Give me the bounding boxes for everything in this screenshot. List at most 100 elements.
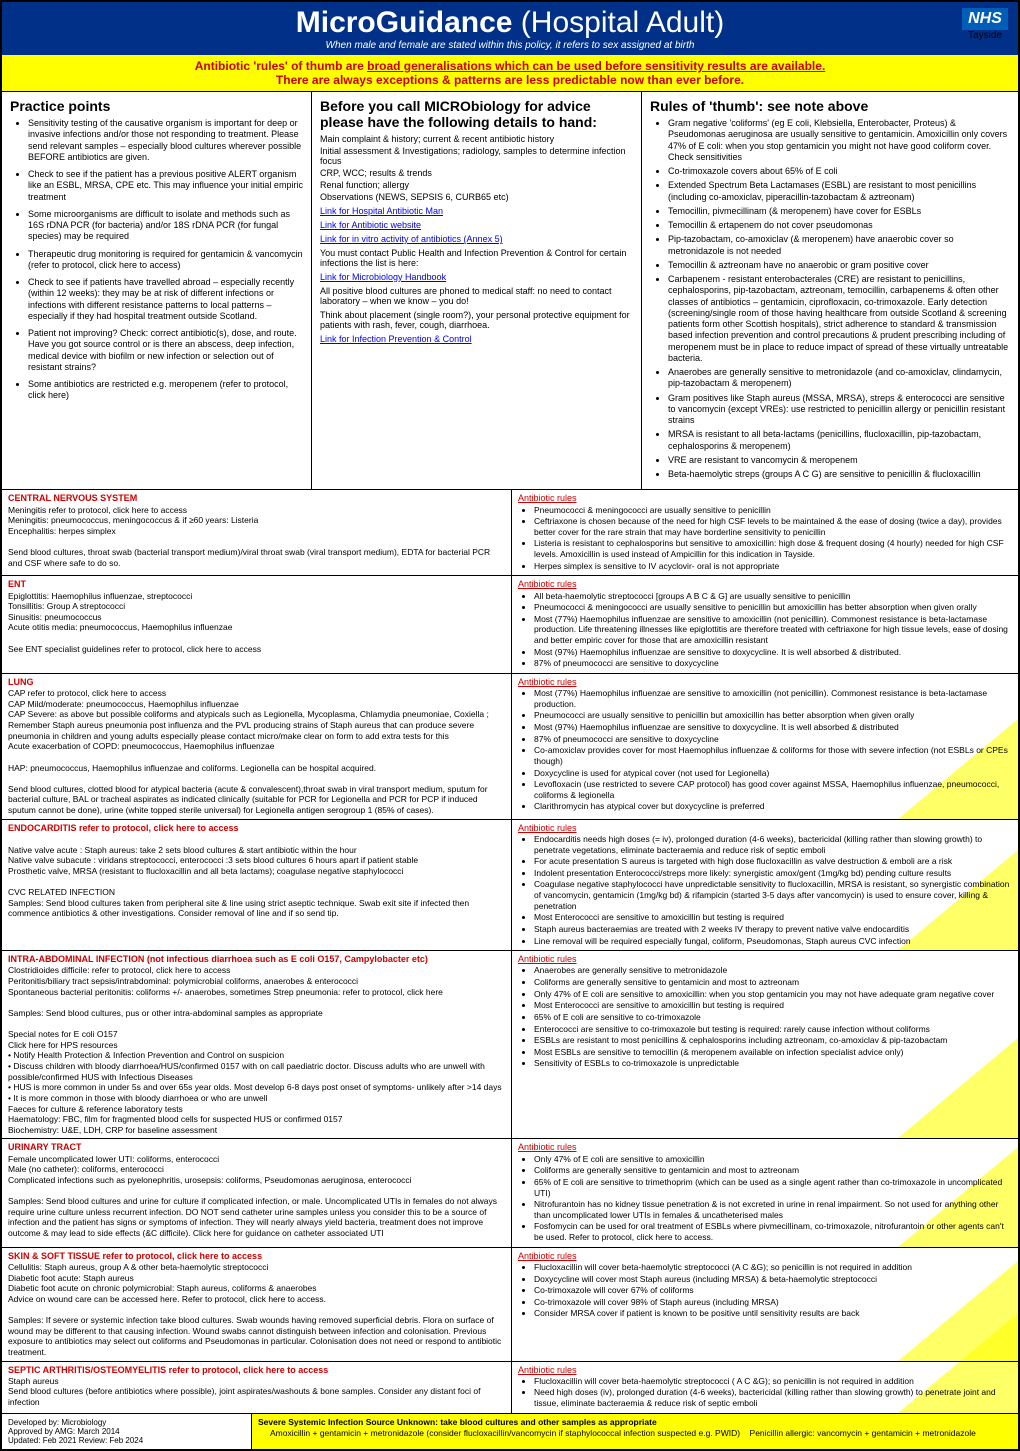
section-left-line: CAP refer to protocol, click here to acc… <box>8 688 505 699</box>
section-right: Antibiotic rulesEndocarditis needs high … <box>512 820 1018 951</box>
practice-point-item: Patient not improving? Check: correct an… <box>28 328 303 373</box>
section-row: CENTRAL NERVOUS SYSTEMMeningitis refer t… <box>2 490 1018 576</box>
col2-after-line[interactable]: Link for Microbiology Handbook <box>320 272 633 282</box>
title-bold: MicroGuidance <box>296 6 513 39</box>
section-left-line: CAP Severe: as above but possible colifo… <box>8 709 505 741</box>
antibiotic-rules-list: Anaerobes are generally sensitive to met… <box>518 965 1012 1069</box>
section-left-head: SKIN & SOFT TISSUE refer to protocol, cl… <box>8 1251 505 1262</box>
section-left-line: Haematology: FBC, film for fragmented bl… <box>8 1114 505 1125</box>
section-left-line <box>8 834 505 845</box>
section-left: ENDOCARDITIS refer to protocol, click he… <box>2 820 512 951</box>
section-row: ENTEpiglottitis: Haemophilus influenzae,… <box>2 576 1018 674</box>
antibiotic-rule-item: All beta-haemolytic streptococci [groups… <box>534 591 1012 602</box>
antibiotic-rule-item: 87% of pneumococci are sensitive to doxy… <box>534 658 1012 669</box>
section-left-line: Special notes for E coli O157 <box>8 1029 505 1040</box>
antibiotic-rules-list: Most (77%) Haemophilus influenzae are se… <box>518 688 1012 812</box>
section-row: INTRA-ABDOMINAL INFECTION (not infectiou… <box>2 951 1018 1139</box>
section-right: Antibiotic rulesFlucloxacillin will cove… <box>512 1362 1018 1413</box>
section-left-head: ENDOCARDITIS refer to protocol, click he… <box>8 823 505 834</box>
resource-link[interactable]: Link for Hospital Antibiotic Man <box>320 206 633 216</box>
col2-line: CRP, WCC; results & trends <box>320 168 633 178</box>
nhs-text: NHS <box>962 8 1008 30</box>
section-left-line: Samples: If severe or systemic infection… <box>8 1315 505 1358</box>
antibiotic-rules-head: Antibiotic rules <box>518 823 1012 834</box>
antibiotic-rules-head: Antibiotic rules <box>518 493 1012 504</box>
rule-item: Anaerobes are generally sensitive to met… <box>668 367 1010 390</box>
antibiotic-rule-item: Fosfomycin can be used for oral treatmen… <box>534 1221 1012 1242</box>
col2-after-line: Think about placement (single room?), yo… <box>320 310 633 330</box>
sections-container: CENTRAL NERVOUS SYSTEMMeningitis refer t… <box>2 490 1018 1413</box>
antibiotic-rule-item: Levofloxacin (use restricted to severe C… <box>534 779 1012 800</box>
practice-points-col: Practice points Sensitivity testing of t… <box>2 92 312 489</box>
antibiotic-rule-item: Only 47% of E coli are sensitive to amox… <box>534 1154 1012 1165</box>
antibiotic-rule-item: Most (97%) Haemophilus influenzae are se… <box>534 722 1012 733</box>
section-right: Antibiotic rulesOnly 47% of E coli are s… <box>512 1139 1018 1246</box>
antibiotic-rules-head: Antibiotic rules <box>518 1251 1012 1262</box>
section-row: SKIN & SOFT TISSUE refer to protocol, cl… <box>2 1248 1018 1362</box>
section-left-line: Diabetic foot acute: Staph aureus <box>8 1273 505 1284</box>
col3-list: Gram negative 'coliforms' (eg E coli, Kl… <box>650 118 1010 480</box>
antibiotic-rule-item: Enterococci are sensitive to co-trimoxaz… <box>534 1024 1012 1035</box>
col2-after-line: You must contact Public Health and Infec… <box>320 248 633 268</box>
section-left-line: Send blood cultures, throat swab (bacter… <box>8 547 505 568</box>
antibiotic-rule-item: ESBLs are resistant to most penicillins … <box>534 1035 1012 1046</box>
antibiotic-rules-head: Antibiotic rules <box>518 1365 1012 1376</box>
rules-col: Rules of 'thumb': see note above Gram ne… <box>642 92 1018 489</box>
col2-heading: Before you call MICRObiology for advice … <box>320 98 633 130</box>
col1-list: Sensitivity testing of the causative org… <box>10 118 303 402</box>
antibiotic-rules-head: Antibiotic rules <box>518 579 1012 590</box>
title-light: (Hospital Adult) <box>512 6 724 39</box>
section-left-line: • Notify Health Protection & Infection P… <box>8 1050 505 1061</box>
col2-after-line: All positive blood cultures are phoned t… <box>320 286 633 306</box>
col2-after-line[interactable]: Link for Infection Prevention & Control <box>320 334 633 344</box>
before-call-col: Before you call MICRObiology for advice … <box>312 92 642 489</box>
section-left-line <box>8 752 505 763</box>
section-left-head: URINARY TRACT <box>8 1142 505 1153</box>
banner-l1a: Antibiotic 'rules' of thumb are <box>195 59 367 73</box>
section-left-line: Faeces for culture & reference laborator… <box>8 1104 505 1115</box>
resource-link[interactable]: Link for in vitro activity of antibiotic… <box>320 234 633 244</box>
dev-by: Developed by: Microbiology <box>8 1418 245 1427</box>
section-right: Antibiotic rulesMost (77%) Haemophilus i… <box>512 674 1018 819</box>
antibiotic-rule-item: Only 47% of E coli are sensitive to amox… <box>534 989 1012 1000</box>
antibiotic-rule-item: Coliforms are generally sensitive to gen… <box>534 977 1012 988</box>
section-left-line: Female uncomplicated lower UTI: coliform… <box>8 1154 505 1165</box>
antibiotic-rules-list: Endocarditis needs high doses (= iv), pr… <box>518 834 1012 946</box>
antibiotic-rule-item: Anaerobes are generally sensitive to met… <box>534 965 1012 976</box>
section-right: Antibiotic rulesAll beta-haemolytic stre… <box>512 576 1018 673</box>
section-left-line: Acute exacerbation of COPD: pneumococcus… <box>8 741 505 752</box>
practice-point-item: Some antibiotics are restricted e.g. mer… <box>28 379 303 402</box>
section-left-line: See ENT specialist guidelines refer to p… <box>8 644 505 655</box>
antibiotic-rule-item: Most Enterococci are sensitive to amoxic… <box>534 912 1012 923</box>
antibiotic-rule-item: Most ESBLs are sensitive to temocillin (… <box>534 1047 1012 1058</box>
banner-l2: There are always exceptions & patterns a… <box>276 73 744 87</box>
rule-item: Gram negative 'coliforms' (eg E coli, Kl… <box>668 118 1010 163</box>
resource-link[interactable]: Link for Antibiotic website <box>320 220 633 230</box>
rule-item: Co-trimoxazole covers about 65% of E col… <box>668 166 1010 177</box>
col1-heading: Practice points <box>10 98 303 114</box>
section-left-line <box>8 1304 505 1315</box>
section-left-line <box>8 773 505 784</box>
section-left-line <box>8 536 505 547</box>
antibiotic-rule-item: Consider MRSA cover if patient is known … <box>534 1308 1012 1319</box>
section-left-line: Samples: Send blood cultures, pus or oth… <box>8 1008 505 1019</box>
antibiotic-rule-item: Ceftriaxone is chosen because of the nee… <box>534 516 1012 537</box>
rule-item: Pip-tazobactam, co-amoxiclav (& meropene… <box>668 234 1010 257</box>
antibiotic-rule-item: Pneumococci & meningococci are usually s… <box>534 505 1012 516</box>
col3-heading: Rules of 'thumb': see note above <box>650 98 1010 114</box>
rule-item: Temocillin & ertapenem do not cover pseu… <box>668 220 1010 231</box>
section-left-line: HAP: pneumococcus, Haemophilus influenza… <box>8 763 505 774</box>
severe-infection-box: Severe Systemic Infection Source Unknown… <box>252 1414 1018 1449</box>
section-left-line: Spontaneous bacterial peritonitis: colif… <box>8 987 505 998</box>
antibiotic-rule-item: Pneumococci are usually sensitive to pen… <box>534 710 1012 721</box>
section-left-line: • HUS is more common in under 5s and ove… <box>8 1082 505 1093</box>
antibiotic-rule-item: Doxycycline is used for atypical cover (… <box>534 768 1012 779</box>
section-left-line: Clostridioides difficile: refer to proto… <box>8 965 505 976</box>
section-right: Antibiotic rulesPneumococci & meningococ… <box>512 490 1018 575</box>
section-left-line: • Discuss children with bloody diarrhoea… <box>8 1061 505 1082</box>
section-row: SEPTIC ARTHRITIS/OSTEOMYELITIS refer to … <box>2 1362 1018 1414</box>
section-left-line <box>8 876 505 887</box>
col2-line: Main complaint & history; current & rece… <box>320 134 633 144</box>
antibiotic-rule-item: Indolent presentation Enterococci/streps… <box>534 868 1012 879</box>
antibiotic-rule-item: Most Enterococci are sensitive to amoxic… <box>534 1000 1012 1011</box>
